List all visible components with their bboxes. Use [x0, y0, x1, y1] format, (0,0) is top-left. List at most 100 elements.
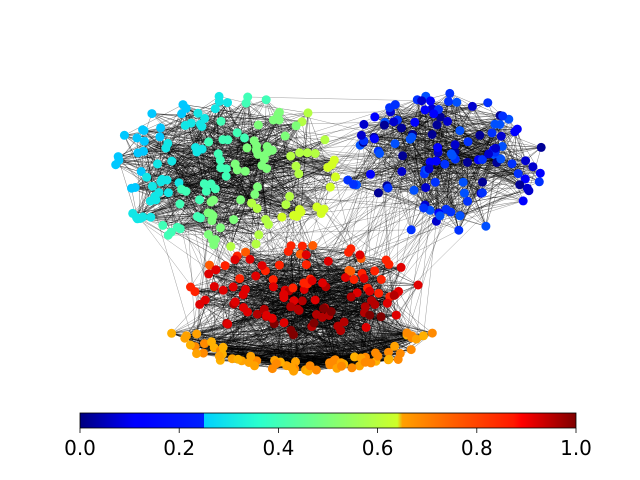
graph-node: [477, 155, 487, 164]
graph-edge: [167, 143, 364, 361]
graph-node: [172, 222, 182, 232]
graph-node: [325, 358, 334, 368]
graph-edge: [460, 200, 524, 216]
graph-edge: [291, 264, 390, 368]
graph-node: [411, 334, 421, 344]
graph-node: [478, 177, 487, 187]
graph-edge: [185, 191, 223, 355]
graph-node: [230, 159, 240, 169]
graph-node: [302, 148, 312, 158]
graph-edge: [180, 208, 258, 230]
graph-node: [111, 160, 121, 170]
graph-node: [528, 162, 538, 172]
graph-node: [277, 212, 287, 222]
graph-edge: [397, 119, 541, 174]
graph-node: [452, 97, 462, 107]
graph-edge: [215, 103, 247, 189]
graph-edge: [218, 147, 248, 155]
graph-node: [142, 172, 152, 182]
graph-node: [455, 211, 465, 221]
graph-node: [119, 130, 129, 140]
graph-node: [147, 109, 157, 119]
graph-node: [443, 116, 453, 126]
graph-node: [209, 240, 219, 250]
graph-node: [390, 100, 400, 110]
graph-edge: [363, 278, 433, 334]
graph-node: [305, 361, 315, 371]
graph-node: [230, 255, 240, 265]
graph-edge: [363, 124, 495, 155]
graph-node: [254, 230, 264, 240]
graph-edge: [388, 151, 456, 360]
graph-node: [477, 188, 487, 198]
graph-node: [257, 261, 267, 271]
graph-node: [355, 250, 365, 260]
graph-edge: [179, 203, 231, 247]
graph-node: [445, 88, 455, 98]
graph-edge: [257, 208, 300, 210]
graph-node: [268, 282, 278, 292]
graph-node: [367, 296, 376, 305]
graph-edge: [323, 308, 417, 340]
graph-edge: [171, 301, 236, 334]
graph-node: [463, 196, 473, 206]
graph-node: [216, 163, 226, 173]
graph-node: [274, 260, 284, 270]
graph-node: [228, 282, 238, 292]
graph-node: [153, 159, 162, 169]
graph-node: [262, 164, 272, 173]
colorbar-tick-label: 0.6: [362, 436, 394, 460]
graph-node: [287, 362, 297, 372]
graph-edge: [459, 190, 529, 217]
graph-edge: [137, 96, 220, 154]
graph-node: [261, 95, 271, 105]
graph-node: [475, 130, 485, 140]
graph-node: [156, 123, 166, 133]
graph-node: [280, 131, 290, 141]
graph-node: [230, 297, 240, 307]
graph-edge: [208, 212, 313, 246]
graph-node: [316, 209, 326, 218]
graph-node: [223, 98, 232, 108]
graph-edge: [329, 106, 473, 363]
graph-node: [292, 211, 302, 221]
graph-edge: [386, 100, 422, 186]
graph-node: [253, 120, 263, 130]
graph-edge: [273, 286, 412, 336]
graph-edge: [167, 143, 265, 156]
graph-node: [245, 254, 255, 264]
graph-node: [333, 321, 343, 331]
graph-node: [397, 167, 407, 176]
colorbar-tick-label: 0.8: [461, 436, 493, 460]
graph-edge: [411, 210, 431, 230]
graph-node: [295, 148, 305, 158]
graph-node: [431, 156, 441, 166]
graph-edge: [118, 159, 290, 197]
graph-edge: [384, 125, 389, 353]
graph-edge: [118, 159, 325, 210]
graph-node: [341, 273, 350, 282]
graph-node: [251, 239, 261, 249]
graph-edge: [219, 279, 274, 357]
graph-edge: [459, 162, 497, 216]
graph-edge: [244, 112, 309, 139]
graph-edge: [311, 146, 503, 281]
graph-edge: [401, 127, 412, 230]
graph-node: [235, 274, 245, 284]
graph-edge: [151, 113, 252, 204]
graph-edge: [124, 135, 160, 138]
colorbar: 0.0 0.2 0.4 0.6 0.8 1.0: [64, 412, 592, 460]
graph-node: [259, 154, 269, 164]
graph-node: [463, 137, 473, 147]
graph-node: [147, 181, 157, 191]
graph-node: [195, 119, 205, 129]
graph-node: [252, 309, 262, 319]
graph-node: [444, 96, 453, 106]
graph-node: [389, 117, 399, 127]
graph-node: [379, 120, 389, 130]
graph-edge: [215, 155, 265, 270]
graph-edge: [150, 119, 398, 218]
graph-edge: [220, 159, 376, 305]
graph-edge: [307, 112, 328, 168]
graph-node: [214, 351, 224, 361]
